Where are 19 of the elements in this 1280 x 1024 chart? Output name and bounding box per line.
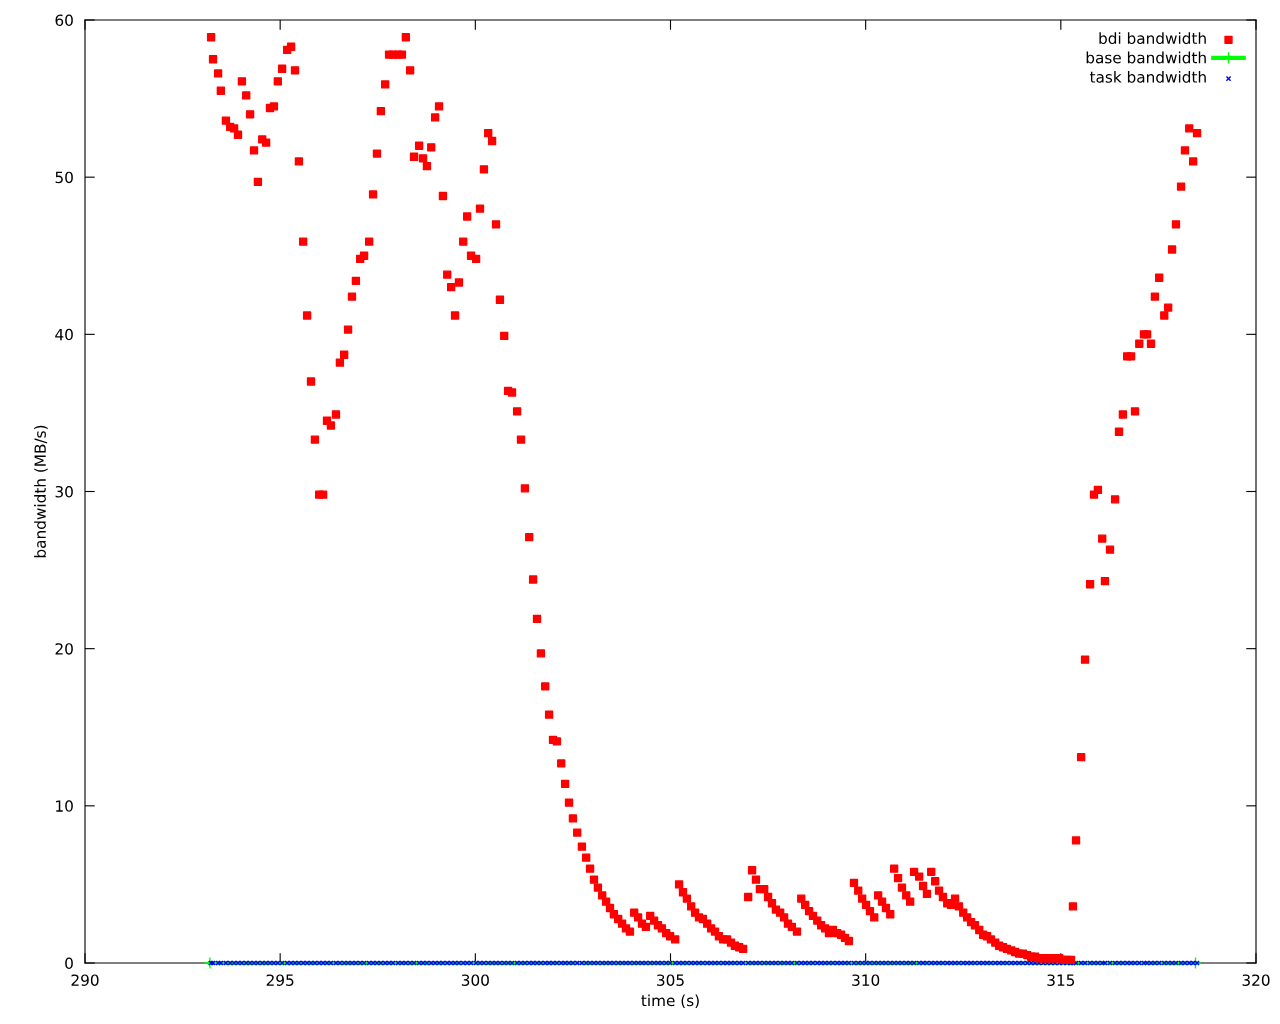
y-tick-label: 40 <box>55 328 73 341</box>
x-tick-label: 310 <box>852 974 880 986</box>
x-tick-label: 305 <box>657 974 684 986</box>
y-tick-label: 0 <box>65 957 73 970</box>
legend-label: base bandwidth <box>1086 51 1206 64</box>
y-tick-label: 30 <box>55 485 73 498</box>
y-tick-label: 60 <box>55 14 73 27</box>
x-tick-label: 300 <box>461 974 489 986</box>
x-tick-label: 295 <box>266 974 294 986</box>
legend-label: bdi bandwidth <box>1099 32 1206 45</box>
y-tick-label: 10 <box>56 800 73 812</box>
y-axis-title: bandwidth (MB/s) <box>34 425 48 558</box>
legend-label: task bandwidth <box>1089 70 1206 83</box>
y-tick-label: 20 <box>55 643 73 655</box>
x-tick-label: 290 <box>71 974 99 986</box>
x-axis-title: time (s) <box>641 994 699 1009</box>
x-tick-label: 315 <box>1047 974 1075 986</box>
y-tick-label: 50 <box>55 171 73 184</box>
x-tick-label: 320 <box>1242 974 1270 986</box>
